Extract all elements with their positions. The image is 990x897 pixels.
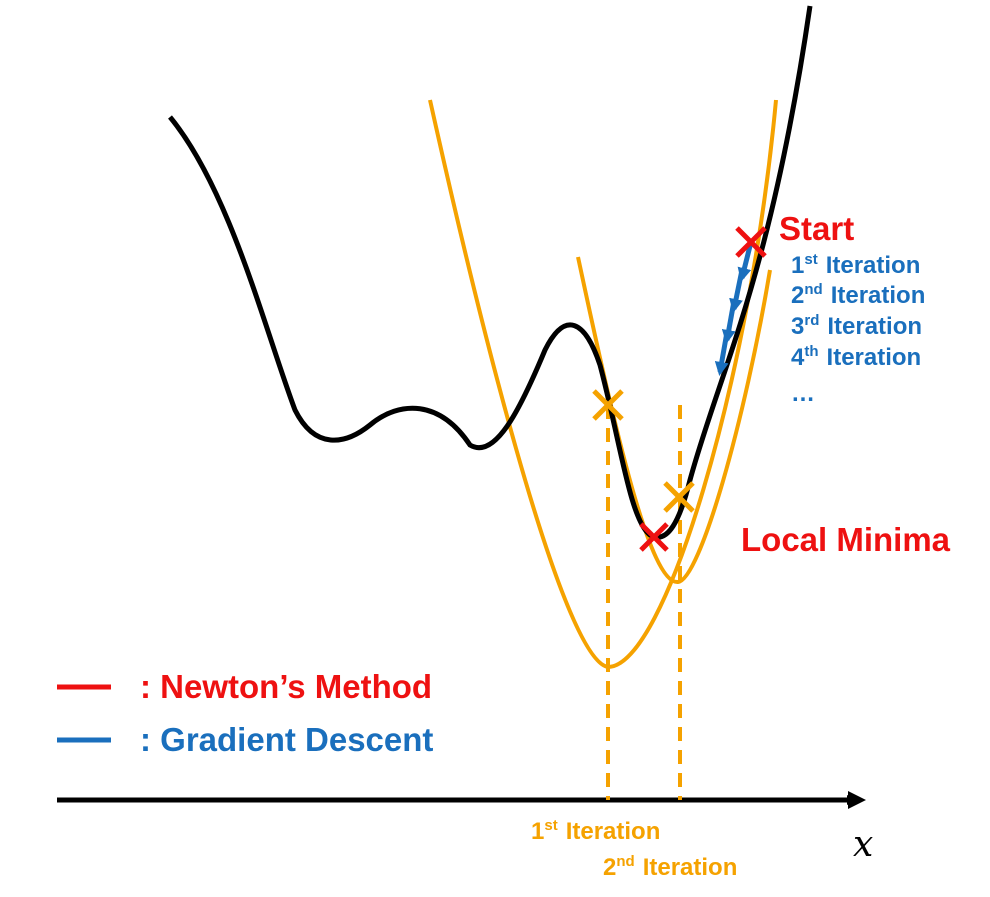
newton-iter-sup: nd <box>616 853 634 870</box>
legend: : Newton’s Method : Gradient Descent <box>57 668 433 758</box>
gd-iter-sup: st <box>804 251 817 268</box>
newton-iteration-labels: 1st Iteration 2nd Iteration <box>531 817 737 881</box>
gd-iter-num: 3 <box>791 313 804 340</box>
gd-iter-sup: rd <box>804 312 819 329</box>
newton-iteration-label: 2nd Iteration <box>603 853 737 881</box>
gd-iter-num: 1 <box>791 252 804 279</box>
gd-iter-text: Iteration <box>826 252 921 279</box>
gd-iter-text: Iteration <box>831 282 926 309</box>
gd-iteration-label: 4th Iteration <box>791 343 921 371</box>
x-axis-label: x <box>853 824 873 865</box>
local-minima-label: Local Minima <box>741 521 951 558</box>
start-label: Start <box>779 210 854 247</box>
gd-iter-num: 4 <box>791 344 805 371</box>
legend-label-newton: : Newton’s Method <box>140 668 432 705</box>
newton-iter-text: Iteration <box>566 818 661 845</box>
gd-ellipsis: … <box>791 380 815 407</box>
gd-iter-text: Iteration <box>827 313 922 340</box>
newton-iter-text: Iteration <box>643 854 738 881</box>
gd-iter-num: 2 <box>791 282 804 309</box>
newton-iteration-label: 1st Iteration <box>531 817 660 845</box>
gd-iteration-labels: 1st Iteration 2nd Iteration 3rd Iteration 4… <box>791 251 925 407</box>
newton-iter-sup: st <box>544 817 557 834</box>
gd-iter-sup: nd <box>804 281 822 298</box>
gd-iter-text: Iteration <box>827 344 922 371</box>
gd-iteration-label: 3rd Iteration <box>791 312 922 340</box>
gd-iteration-label: 2nd Iteration <box>791 281 925 309</box>
legend-label-gradient: : Gradient Descent <box>140 721 433 758</box>
x-axis-arrowhead <box>848 791 866 809</box>
gd-iter-sup: th <box>804 343 818 360</box>
gd-iteration-label: 1st Iteration <box>791 251 920 279</box>
newton-iter-num: 1 <box>531 818 544 845</box>
newton-iter-num: 2 <box>603 854 616 881</box>
